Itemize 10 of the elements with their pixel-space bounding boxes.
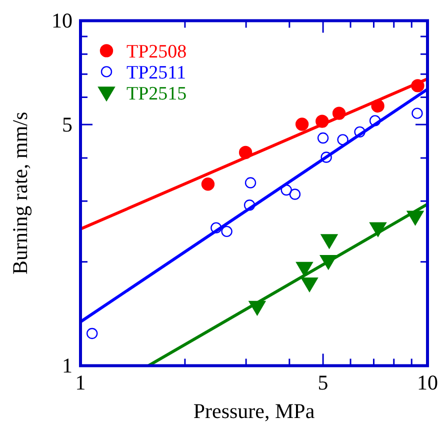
- x-tick-label: 5: [318, 370, 328, 395]
- legend-label: TP2508: [126, 42, 187, 63]
- x-axis-title: Pressure, MPa: [193, 399, 316, 423]
- x-tick-label: 10: [417, 370, 438, 395]
- y-tick-label: 10: [52, 8, 72, 33]
- y-tick-label: 1: [62, 354, 72, 378]
- legend-label: TP2511: [126, 62, 186, 84]
- y-axis-title: Burning rate, mm/s: [8, 112, 32, 275]
- legend-label: TP2515: [126, 84, 187, 105]
- y-tick-label: 5: [62, 112, 72, 137]
